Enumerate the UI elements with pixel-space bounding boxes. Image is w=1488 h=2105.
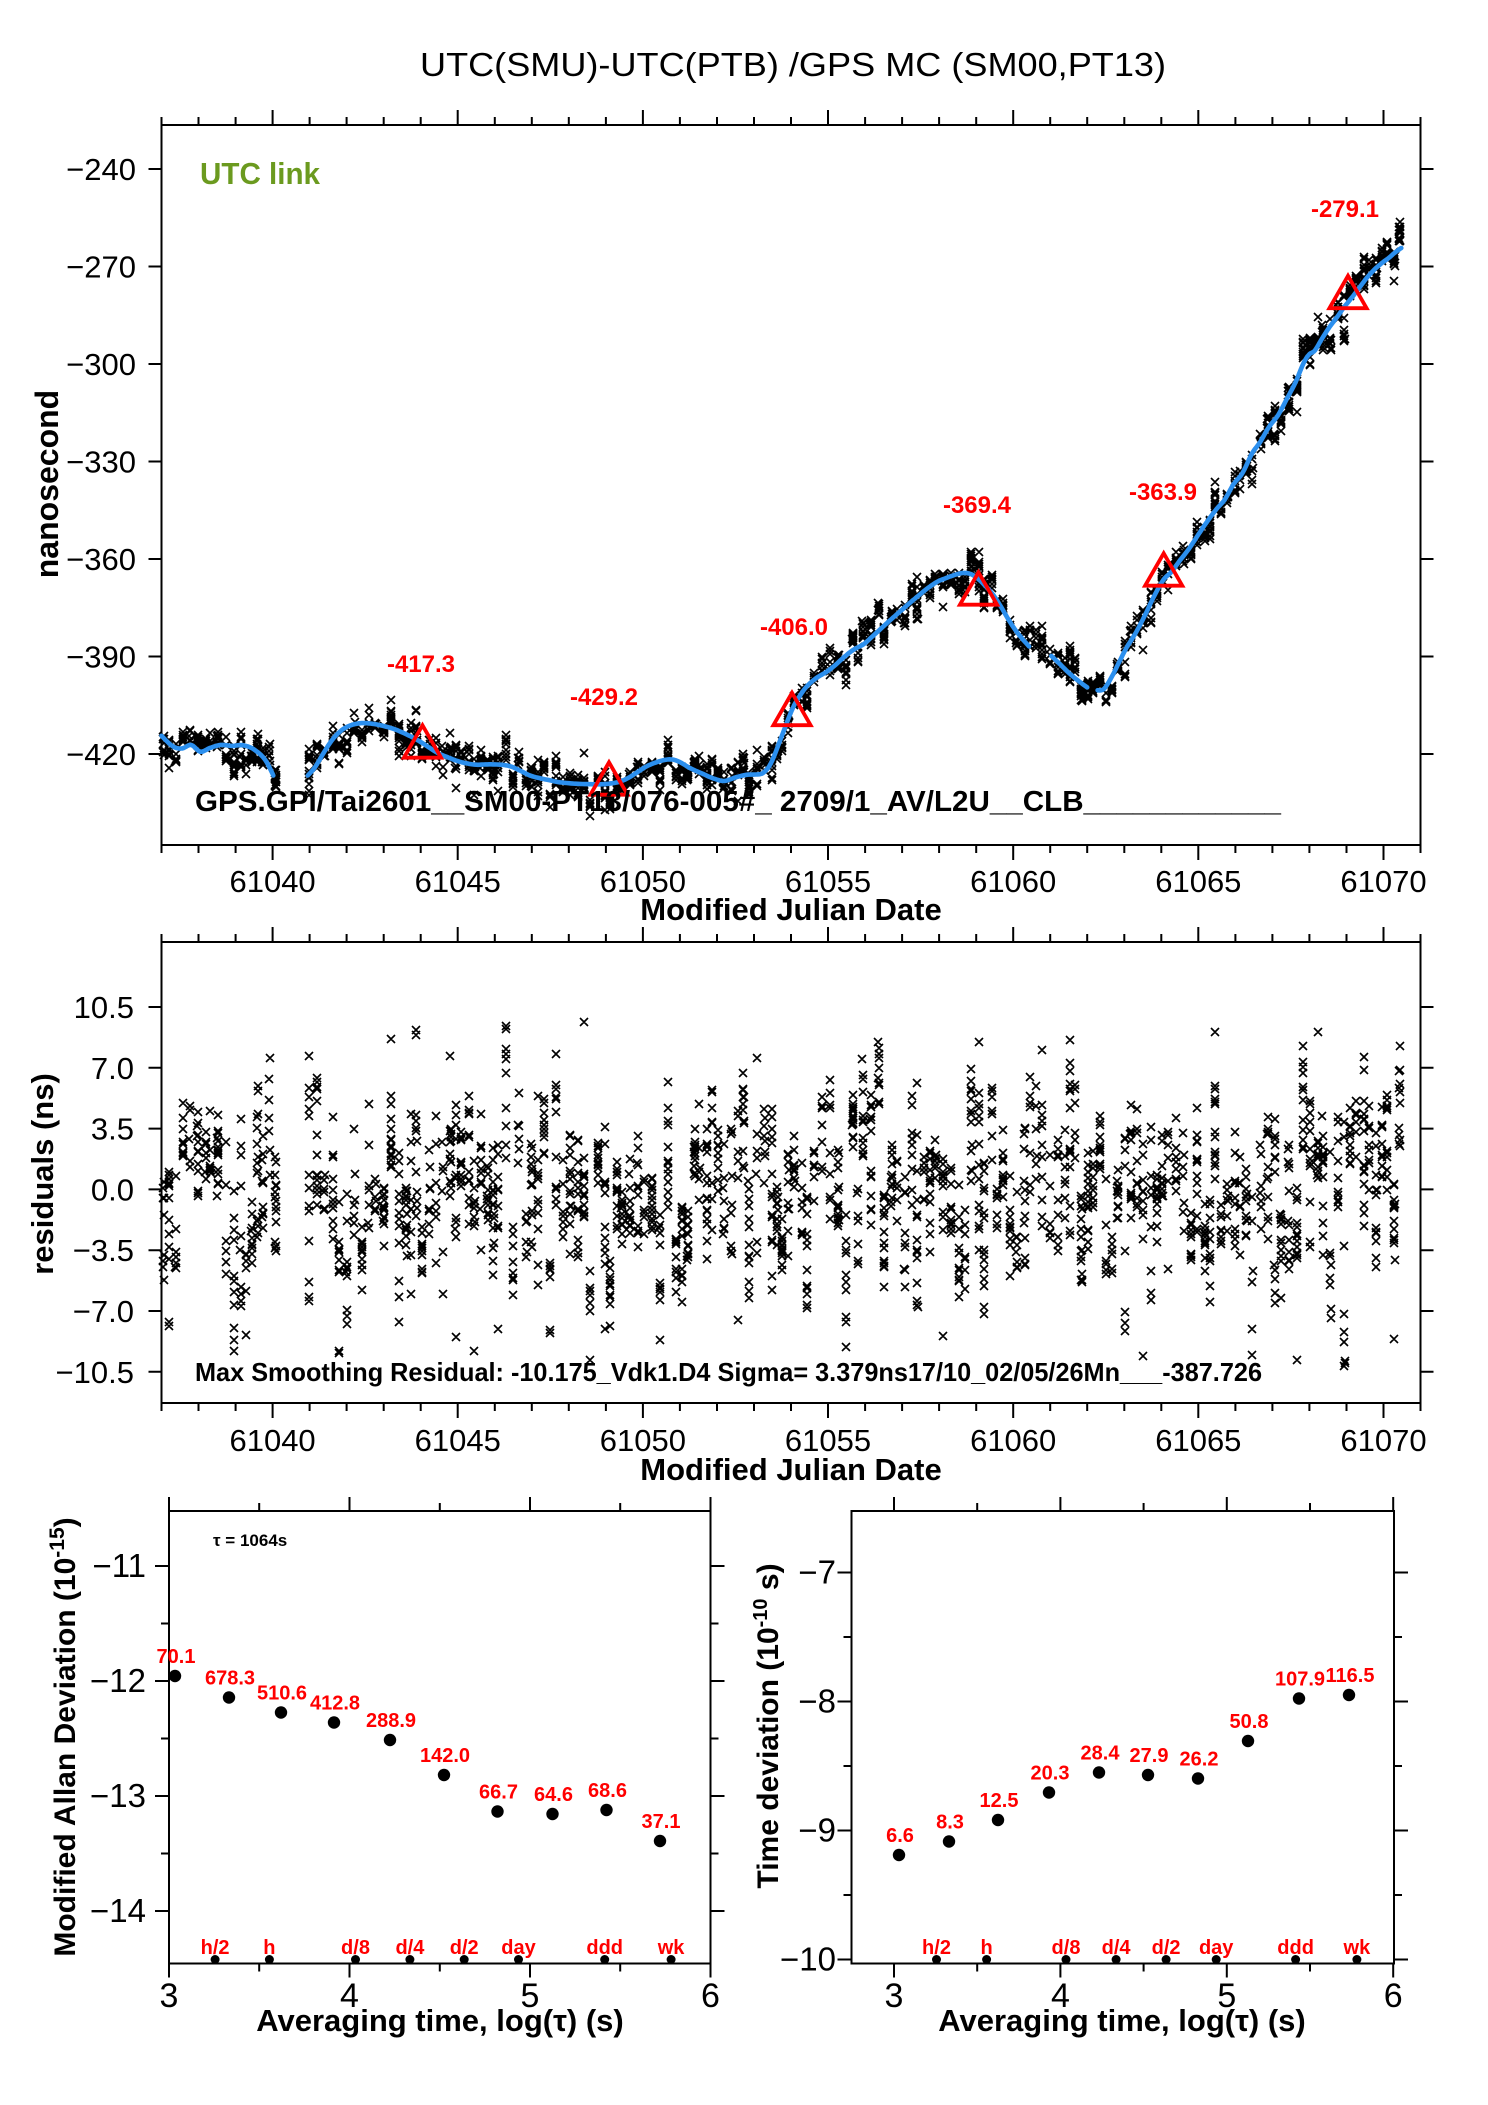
- svg-text:107.9: 107.9: [1275, 1669, 1325, 1691]
- svg-text:residuals (ns): residuals (ns): [25, 1073, 60, 1275]
- svg-text:d/4: d/4: [1102, 1937, 1132, 1959]
- svg-text:−7: −7: [798, 1554, 836, 1591]
- svg-text:61045: 61045: [415, 1423, 501, 1458]
- svg-text:−12: −12: [90, 1662, 146, 1699]
- svg-text:−9: −9: [798, 1812, 836, 1849]
- svg-text:UTC link: UTC link: [200, 156, 321, 191]
- svg-text:−270: −270: [66, 250, 136, 285]
- svg-text:142.0: 142.0: [420, 1745, 470, 1767]
- svg-text:61070: 61070: [1340, 864, 1426, 899]
- svg-text:61060: 61060: [970, 1423, 1056, 1458]
- svg-text:−360: −360: [66, 542, 136, 577]
- svg-text:6.6: 6.6: [886, 1825, 914, 1847]
- svg-text:d/2: d/2: [450, 1937, 479, 1959]
- svg-text:d/8: d/8: [1052, 1937, 1081, 1959]
- svg-text:wk: wk: [657, 1937, 686, 1959]
- svg-text:61050: 61050: [600, 864, 686, 899]
- svg-text:7.0: 7.0: [91, 1051, 134, 1086]
- svg-text:−14: −14: [90, 1892, 146, 1929]
- svg-text:−390: −390: [66, 640, 136, 675]
- svg-text:d/4: d/4: [395, 1937, 425, 1959]
- svg-text:−420: −420: [66, 737, 136, 772]
- svg-text:GPS.GPI/Tai2601__SM00-PT13/076: GPS.GPI/Tai2601__SM00-PT13/076-005#_ 270…: [195, 786, 1282, 818]
- svg-text:Averaging time, log(τ) (s): Averaging time, log(τ) (s): [938, 2003, 1306, 2038]
- svg-text:6: 6: [701, 1977, 720, 2015]
- svg-text:0.0: 0.0: [91, 1172, 134, 1207]
- svg-text:61060: 61060: [970, 864, 1056, 899]
- svg-text:3: 3: [160, 1977, 179, 2015]
- svg-text:−330: −330: [66, 445, 136, 480]
- svg-text:61070: 61070: [1340, 1423, 1426, 1458]
- svg-text:Modified Allan Deviation (10-1: Modified Allan Deviation (10-15): [46, 1517, 82, 1956]
- svg-text:ddd: ddd: [586, 1937, 623, 1959]
- svg-text:12.5: 12.5: [980, 1790, 1019, 1812]
- svg-text:−7.0: −7.0: [73, 1294, 134, 1329]
- svg-text:UTC(SMU)-UTC(PTB) /GPS MC: UTC(SMU)-UTC(PTB) /GPS MC (SM00,PT13): [420, 46, 1166, 83]
- svg-text:Max Smoothing Residual: -10.17: Max Smoothing Residual: -10.175_Vdk1.D4 …: [195, 1357, 1262, 1387]
- svg-text:-417.3: -417.3: [387, 651, 455, 678]
- svg-text:3.5: 3.5: [91, 1112, 134, 1147]
- svg-text:6: 6: [1384, 1977, 1403, 2015]
- svg-text:d/8: d/8: [341, 1937, 370, 1959]
- svg-text:-363.9: -363.9: [1129, 479, 1197, 506]
- svg-text:−300: −300: [66, 347, 136, 382]
- svg-text:−10.5: −10.5: [56, 1355, 134, 1390]
- svg-text:−240: −240: [66, 152, 136, 187]
- svg-text:−13: −13: [90, 1777, 146, 1814]
- svg-text:61065: 61065: [1155, 1423, 1241, 1458]
- svg-text:−10: −10: [780, 1941, 836, 1978]
- svg-text:61055: 61055: [785, 1423, 871, 1458]
- svg-text:4: 4: [1051, 1977, 1070, 2015]
- svg-text:-406.0: -406.0: [760, 614, 828, 641]
- svg-text:3: 3: [885, 1977, 904, 2015]
- svg-text:68.6: 68.6: [588, 1780, 627, 1802]
- svg-text:28.4: 28.4: [1081, 1743, 1121, 1765]
- svg-text:27.9: 27.9: [1130, 1745, 1169, 1767]
- svg-text:37.1: 37.1: [642, 1811, 681, 1833]
- svg-text:20.3: 20.3: [1031, 1763, 1070, 1785]
- svg-text:61040: 61040: [229, 1423, 315, 1458]
- svg-text:−11: −11: [92, 1547, 146, 1584]
- svg-text:50.8: 50.8: [1230, 1711, 1269, 1733]
- svg-text:61065: 61065: [1155, 864, 1241, 899]
- svg-text:5: 5: [521, 1977, 540, 2015]
- svg-text:h/2: h/2: [922, 1937, 951, 1959]
- svg-text:10.5: 10.5: [74, 990, 134, 1025]
- svg-text:nanosecond: nanosecond: [29, 390, 65, 578]
- svg-text:h: h: [263, 1937, 275, 1959]
- svg-text:61040: 61040: [229, 864, 315, 899]
- svg-text:5: 5: [1217, 1977, 1236, 2015]
- svg-text:678.3: 678.3: [205, 1668, 255, 1690]
- svg-text:61050: 61050: [600, 1423, 686, 1458]
- svg-text:wk: wk: [1343, 1937, 1372, 1959]
- svg-text:h: h: [980, 1937, 992, 1959]
- svg-text:-279.1: -279.1: [1311, 196, 1379, 223]
- svg-text:26.2: 26.2: [1180, 1749, 1219, 1771]
- svg-text:288.9: 288.9: [366, 1710, 416, 1732]
- svg-text:8.3: 8.3: [936, 1812, 964, 1834]
- svg-text:64.6: 64.6: [534, 1784, 573, 1806]
- svg-text:61055: 61055: [785, 864, 871, 899]
- svg-text:-429.2: -429.2: [570, 684, 638, 711]
- svg-text:day: day: [501, 1937, 536, 1959]
- svg-text:Modified Julian Date: Modified Julian Date: [640, 1452, 941, 1487]
- svg-text:h/2: h/2: [201, 1937, 230, 1959]
- svg-text:day: day: [1199, 1937, 1234, 1959]
- svg-text:66.7: 66.7: [479, 1782, 518, 1804]
- svg-text:Modified Julian Date: Modified Julian Date: [640, 892, 941, 927]
- svg-text:−8: −8: [798, 1683, 836, 1720]
- svg-text:Averaging time, log(τ) (s): Averaging time, log(τ) (s): [256, 2003, 624, 2038]
- svg-text:116.5: 116.5: [1326, 1665, 1375, 1687]
- svg-text:ddd: ddd: [1277, 1937, 1314, 1959]
- svg-text:510.6: 510.6: [257, 1683, 307, 1705]
- svg-text:70.1: 70.1: [157, 1646, 196, 1668]
- svg-text:4: 4: [340, 1977, 359, 2015]
- svg-text:412.8: 412.8: [310, 1693, 360, 1715]
- svg-text:61045: 61045: [415, 864, 501, 899]
- svg-text:-369.4: -369.4: [943, 492, 1012, 519]
- svg-text:−3.5: −3.5: [73, 1233, 134, 1268]
- svg-text:d/2: d/2: [1152, 1937, 1181, 1959]
- svg-text:τ = 1064s: τ = 1064s: [213, 1531, 287, 1550]
